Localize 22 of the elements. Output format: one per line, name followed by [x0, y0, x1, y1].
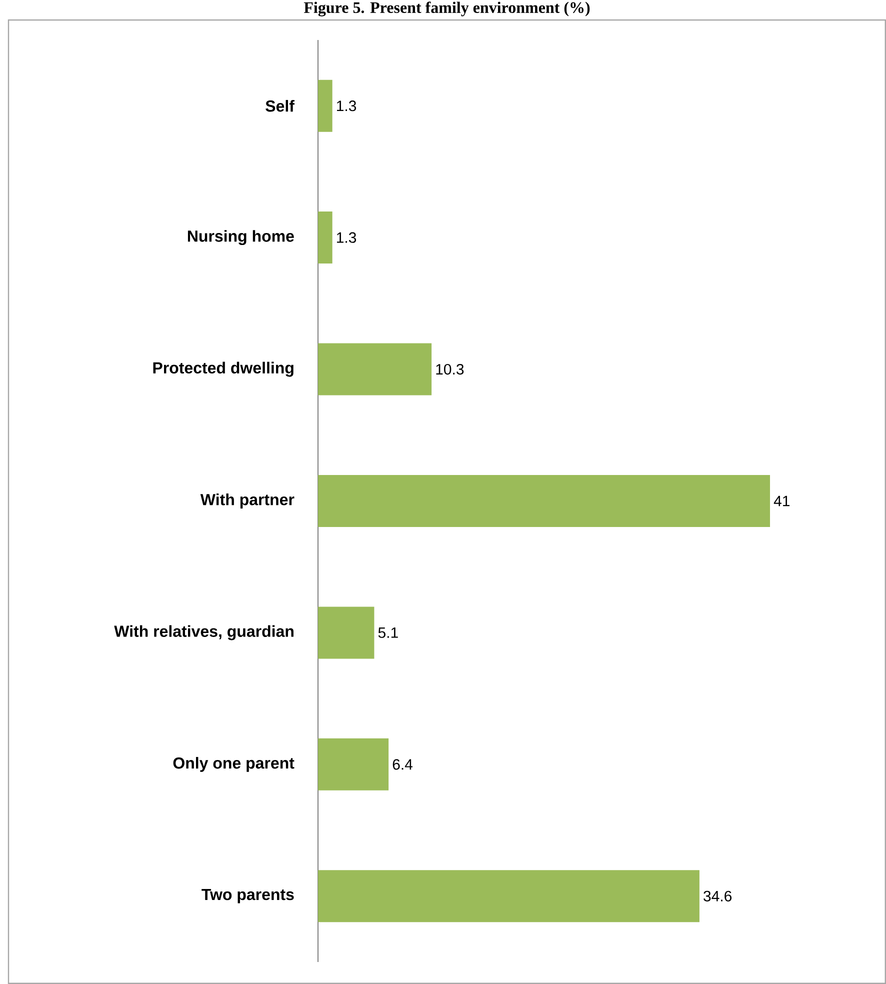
y-tick-label: Protected dwelling	[153, 362, 294, 377]
data-label: 6.4	[392, 759, 413, 770]
data-label: 34.6	[704, 890, 732, 902]
bar	[318, 212, 332, 264]
bar	[318, 606, 374, 659]
data-label: 10.3	[436, 364, 464, 375]
bar	[318, 474, 770, 527]
bar	[318, 80, 332, 132]
data-label: 1.3	[337, 100, 356, 112]
bar	[318, 343, 432, 396]
data-label: 41	[774, 496, 790, 506]
data-label: 5.1	[378, 627, 398, 638]
bar	[318, 738, 389, 790]
y-tick-label: Two parents	[202, 888, 294, 904]
y-tick-label: Only one parent	[173, 756, 294, 772]
chart-title: Figure 5. Present family environment (%)	[304, 2, 590, 16]
data-label: 1.3	[337, 232, 356, 243]
y-tick-label: Nursing home	[188, 230, 294, 246]
bar	[318, 870, 700, 922]
y-tick-label: With relatives, guardian	[114, 625, 294, 640]
y-tick-label: With partner	[200, 494, 294, 508]
y-tick-label: Self	[266, 100, 295, 112]
